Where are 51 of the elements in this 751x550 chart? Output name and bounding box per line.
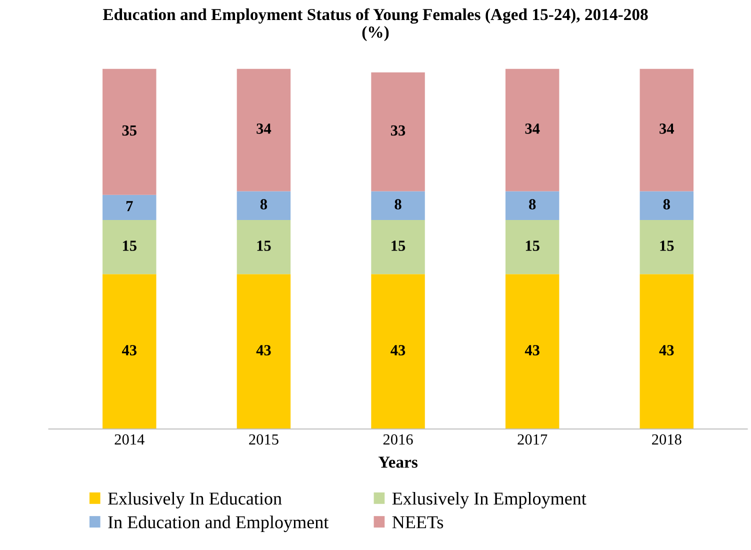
bar (371, 191, 425, 220)
bar (371, 72, 425, 192)
x-tick-label: 2015 (249, 434, 278, 445)
data-label: 7 (126, 201, 133, 212)
legend-label: In Education and Employment (108, 516, 329, 532)
bar (236, 220, 291, 274)
data-label: 15 (122, 240, 136, 251)
data-label: 43 (390, 345, 406, 356)
bar (236, 191, 291, 220)
legend-label: NEETs (392, 516, 444, 528)
data-label: 34 (525, 124, 540, 134)
x-tick-label: 2018 (652, 434, 682, 445)
bar (640, 68, 694, 192)
x-tick-label: 2014 (114, 434, 144, 445)
bar (236, 68, 291, 192)
data-label: 43 (122, 345, 137, 356)
bar (236, 274, 291, 429)
data-label: 8 (394, 199, 402, 210)
data-label: 8 (663, 199, 670, 210)
data-label: 8 (529, 199, 536, 210)
data-label: 34 (660, 124, 674, 134)
bar (102, 274, 156, 429)
data-label: 34 (256, 124, 272, 134)
bar (371, 220, 425, 274)
data-label: 15 (660, 240, 674, 251)
legend-label: Exlusively In Education (108, 492, 282, 508)
data-label: 43 (524, 345, 540, 356)
data-label: 35 (122, 125, 136, 136)
chart-title: Education and Employment Status of Young Females (Aged 15-24), 2014-208 (%) (102, 8, 648, 42)
bar (102, 68, 156, 195)
data-label: 8 (260, 199, 268, 210)
data-label: 33 (390, 125, 406, 136)
bar (505, 191, 560, 220)
bar (505, 220, 560, 274)
bar (102, 194, 156, 220)
data-label: 15 (257, 240, 271, 251)
x-tick-label: 2017 (518, 434, 548, 445)
bar (640, 191, 694, 220)
bar (371, 274, 425, 429)
data-label: 43 (256, 345, 271, 356)
legend-label: Exlusively In Employment (392, 492, 586, 508)
x-tick-label: 2016 (383, 434, 413, 445)
data-label: 15 (526, 240, 540, 251)
bar (505, 68, 560, 192)
bar (640, 220, 694, 274)
bar (505, 274, 560, 429)
bar (640, 274, 694, 429)
x-axis-title: Years (378, 456, 418, 468)
data-label: 15 (392, 240, 406, 251)
data-label: 43 (659, 345, 674, 356)
bar (102, 220, 156, 274)
